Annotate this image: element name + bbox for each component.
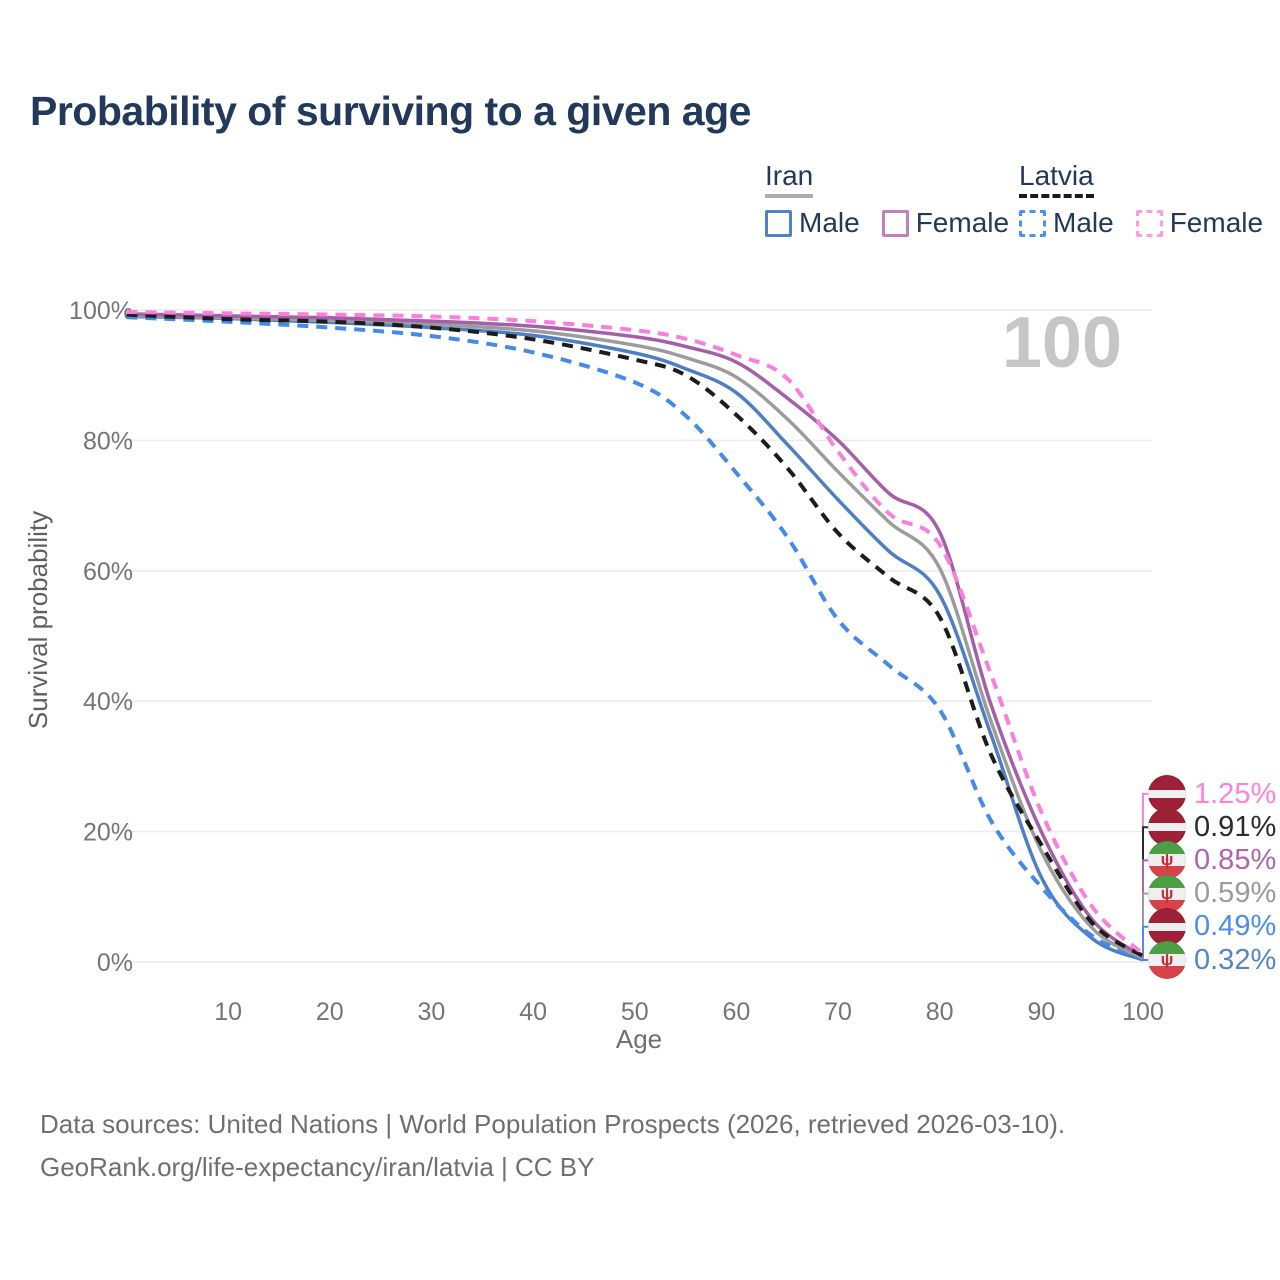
x-axis-title: Age [616,1024,662,1054]
y-tick-label: 80% [83,427,133,455]
iran-flag-icon: ψ [1148,874,1186,913]
footer-sources: Data sources: United Nations | World Pop… [40,1109,1066,1139]
legend-checkbox-latvia-female[interactable] [1135,209,1163,237]
hover-age-watermark: 100 [1002,303,1122,383]
end-label-row-iran: ψ 0.59% [1148,874,1277,913]
y-tick-label: 40% [83,688,133,716]
y-axis-title: Survival probability [23,511,53,729]
end-label-row-iran-female: ψ 0.85% [1148,841,1277,880]
legend-label-latvia-male[interactable]: Male [1053,207,1114,238]
end-label-row-latvia-female: 1.25% [1148,775,1276,813]
series-curves [126,309,1145,962]
legend-group-iran: Iran Male Female [765,161,1031,239]
curve-latvia[interactable] [126,312,1145,958]
y-axis-ticks: 0% 20% 40% 60% 80% 100% [69,297,133,977]
end-label-row-latvia: 0.91% [1148,808,1277,847]
curve-iran[interactable] [126,313,1144,960]
end-value-label: 0.91% [1194,810,1277,843]
latvia-flag-icon [1148,775,1186,813]
curve-latvia-female[interactable] [126,309,1145,956]
x-tick-label: 100 [1122,998,1164,1026]
iran-emblem-icon: ψ [1160,949,1174,969]
gridlines [126,309,1152,963]
footer-attribution: GeoRank.org/life-expectancy/iran/latvia … [40,1152,595,1182]
x-axis-ticks: 10 20 30 40 50 60 70 80 90 100 [214,998,1164,1026]
curve-iran-male[interactable] [126,314,1144,962]
curve-iran-female[interactable] [126,312,1145,958]
latvia-flag-icon [1148,808,1186,847]
y-tick-label: 60% [83,558,133,586]
legend-label-latvia-female[interactable]: Female [1169,207,1264,238]
end-value-label: 0.59% [1194,877,1277,910]
end-value-label: 0.85% [1194,843,1277,876]
y-tick-label: 0% [97,949,133,977]
x-tick-label: 80 [926,998,954,1026]
y-tick-label: 100% [69,297,133,325]
end-value-label: 1.25% [1194,777,1277,810]
x-tick-label: 60 [722,998,750,1026]
legend-country-latvia[interactable]: Latvia [1019,161,1094,198]
iran-emblem-icon: ψ [1160,850,1174,870]
curve-latvia-male[interactable] [126,315,1144,961]
end-label-row-latvia-male: 0.49% [1148,907,1277,946]
x-tick-label: 20 [316,998,344,1026]
x-tick-label: 30 [418,998,446,1026]
x-tick-label: 70 [824,998,852,1026]
legend-label-iran-female[interactable]: Female [915,207,1010,238]
legend-checkbox-iran-female[interactable] [881,209,909,237]
legend-label-iran-male[interactable]: Male [799,207,860,238]
end-value-label: 0.32% [1194,943,1277,976]
iran-emblem-icon: ψ [1160,883,1174,903]
iran-flag-icon: ψ [1148,941,1186,979]
end-label-row-iran-male: ψ 0.32% [1148,941,1276,979]
legend-group-latvia: Latvia Male Female [1019,161,1280,239]
iran-flag-icon: ψ [1148,841,1186,880]
x-tick-label: 50 [621,998,649,1026]
page-title: Probability of surviving to a given age [30,88,751,134]
x-tick-label: 90 [1027,998,1055,1026]
latvia-flag-icon [1148,907,1186,946]
legend-checkbox-latvia-male[interactable] [1019,209,1046,237]
legend-checkbox-iran-male[interactable] [765,209,792,237]
footer: Data sources: United Nations | World Pop… [40,1103,1065,1189]
y-tick-label: 20% [83,819,133,847]
x-tick-label: 10 [214,998,242,1026]
legend-country-iran[interactable]: Iran [765,161,814,198]
x-tick-label: 40 [519,998,547,1026]
end-value-label: 0.49% [1194,910,1277,943]
